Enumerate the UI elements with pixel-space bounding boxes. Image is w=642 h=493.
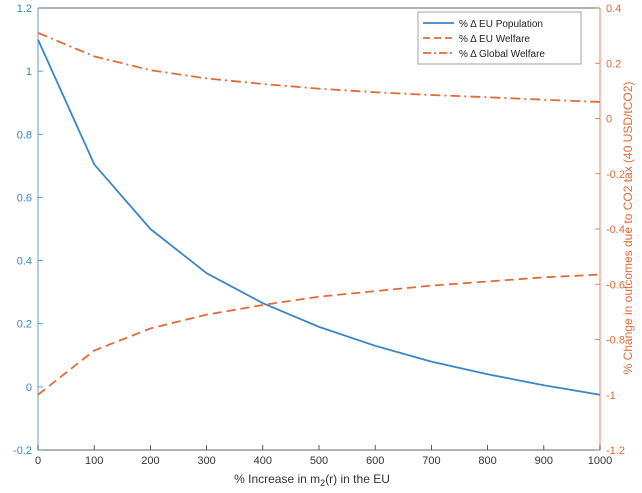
- right-y-tick-label: -0.8: [606, 335, 625, 347]
- legend: % Δ EU Population % Δ EU Welfare % Δ Glo…: [417, 11, 582, 65]
- right-y-tick-label: 0: [606, 114, 612, 126]
- series-line-global-welfare: [37, 32, 601, 103]
- left-y-tick-label: 1.2: [17, 3, 32, 15]
- legend-label-global-welfare: % Δ Global Welfare: [459, 49, 545, 60]
- left-y-tick-label: -0.2: [13, 445, 32, 457]
- plot-frame: [37, 7, 601, 451]
- left-y-axis-ticks: -0.2 0 0.2 0.4 0.6 0.8 1 1.2: [13, 3, 43, 457]
- x-tick-label: 700: [422, 455, 440, 467]
- right-y-tick-label: -1: [606, 390, 616, 402]
- legend-label-eu-population: % Δ EU Population: [459, 19, 543, 30]
- right-y-axis-title: % Change in outcomes due to CO2 tax (40 …: [621, 82, 635, 375]
- x-tick-label: 500: [310, 455, 328, 467]
- right-y-tick-label: 0.4: [606, 3, 621, 15]
- x-axis-title-main: % Increase in m: [234, 472, 320, 486]
- right-y-tick-label: -1.2: [606, 445, 625, 457]
- left-y-tick-label: 0.4: [17, 256, 32, 268]
- x-axis-title-tail: (r) in the EU: [325, 472, 390, 486]
- x-tick-label: 0: [35, 455, 41, 467]
- left-y-tick-label: 0.2: [17, 319, 32, 331]
- right-y-axis-ticks: -1.2 -1 -0.8 -0.6 -0.4 -0.2 0 0.2 0.4: [595, 3, 625, 457]
- legend-label-eu-welfare: % Δ EU Welfare: [459, 34, 530, 45]
- right-y-tick-label: -0.2: [606, 169, 625, 181]
- x-axis-ticks: 0 100 200 300 400 500 600 700 800 900 1000: [35, 445, 612, 467]
- right-y-tick-label: -0.6: [606, 279, 625, 291]
- series-line-eu-welfare: [37, 273, 601, 396]
- x-tick-label: 1000: [588, 455, 612, 467]
- x-tick-label: 300: [197, 455, 215, 467]
- x-axis-title-subscript: 2: [320, 478, 325, 488]
- x-tick-label: 100: [85, 455, 103, 467]
- x-tick-label: 600: [366, 455, 384, 467]
- x-tick-label: 800: [478, 455, 496, 467]
- left-y-tick-label: 0.8: [17, 129, 32, 141]
- x-tick-label: 900: [535, 455, 553, 467]
- x-tick-label: 200: [141, 455, 159, 467]
- x-tick-label: 400: [254, 455, 272, 467]
- x-axis-title: % Increase in m2(r) in the EU: [234, 472, 390, 488]
- series-lines: [37, 32, 601, 396]
- left-y-tick-label: 0.6: [17, 192, 32, 204]
- right-y-tick-label: -0.4: [606, 224, 625, 236]
- left-y-tick-label: 0: [26, 382, 32, 394]
- left-y-tick-label: 1: [26, 66, 32, 78]
- series-line-eu-population: [37, 39, 601, 396]
- right-y-tick-label: 0.2: [606, 58, 621, 70]
